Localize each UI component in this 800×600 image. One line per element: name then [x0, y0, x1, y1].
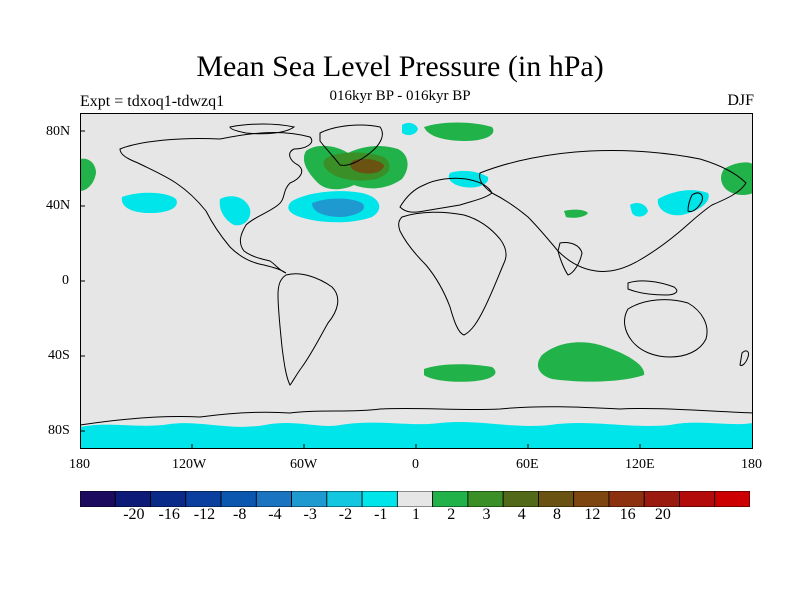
anomaly-west-na-negative	[219, 196, 251, 226]
coast-north-america	[119, 132, 313, 274]
colorbar-label: -16	[158, 506, 180, 523]
colorbar-label: -12	[193, 506, 216, 523]
x-tick-120e: 120E	[625, 457, 655, 472]
map-ticks	[80, 130, 641, 449]
colorbar-swatch	[255, 491, 292, 507]
y-tick-40s: 40S	[48, 348, 70, 363]
colorbar-swatch	[573, 491, 610, 507]
colorbar-label: -3	[303, 506, 317, 523]
world-map	[79, 113, 754, 449]
coast-south-america	[277, 273, 339, 386]
anomaly-arctic-negative	[402, 122, 418, 136]
y-tick-80n: 80N	[46, 124, 71, 139]
colorbar-swatch	[643, 491, 680, 507]
x-tick-180e: 180	[741, 457, 762, 472]
colorbar-swatch	[220, 491, 257, 507]
x-tick-0: 0	[412, 457, 419, 472]
colorbar-label: 8	[553, 506, 562, 523]
colorbar-label: 20	[654, 506, 671, 523]
colorbar-label: -20	[123, 506, 145, 523]
colorbar-swatch	[80, 491, 116, 507]
colorbar-swatch	[432, 491, 469, 507]
colorbar-swatch	[396, 491, 434, 507]
coast-antarctica	[79, 406, 754, 426]
y-tick-80s: 80S	[48, 423, 70, 438]
map-background	[80, 113, 753, 449]
coast-australia	[624, 299, 708, 358]
colorbar-swatch	[714, 491, 750, 507]
colorbar-swatch	[114, 491, 151, 507]
coast-japan	[687, 192, 703, 212]
coast-india	[557, 242, 583, 276]
chart-subtitle: 016kyr BP - 016kyr BP	[329, 88, 471, 104]
colorbar-swatch	[679, 491, 716, 507]
coast-africa	[398, 211, 507, 336]
colorbar-label: 16	[619, 506, 636, 523]
colorbar-label: 2	[447, 506, 456, 523]
colorbar-label: 3	[482, 506, 491, 523]
colorbar-label: 4	[517, 506, 526, 523]
map-panel	[79, 113, 754, 449]
colorbar-label: 1	[412, 506, 420, 523]
anomaly-north-pacific-negative	[121, 192, 177, 213]
anomaly-north-atlantic-positive-core	[350, 158, 384, 174]
chart-title: Mean Sea Level Pressure (in hPa)	[196, 50, 604, 83]
colorbar-swatch	[326, 491, 363, 507]
colorbar-swatch	[150, 491, 187, 507]
colorbar-swatch	[361, 491, 398, 507]
anomaly-fields	[80, 122, 753, 449]
colorbar-swatch	[467, 491, 504, 507]
x-tick-120w: 120W	[172, 457, 207, 472]
coast-asia	[479, 149, 747, 272]
colorbar-swatch	[185, 491, 222, 507]
coast-arctic-islands	[229, 123, 296, 135]
colorbar-label: 12	[584, 506, 601, 523]
anomaly-south-atlantic-positive	[424, 364, 496, 382]
anomaly-north-atlantic-negative-core	[312, 198, 364, 217]
colorbar-swatch	[502, 491, 539, 507]
x-tick-180w: 180	[69, 457, 90, 472]
colorbar-label: -4	[268, 506, 282, 523]
coast-indonesia	[627, 280, 678, 296]
colorbar	[80, 491, 750, 507]
colorbar-label: -1	[374, 506, 388, 523]
coastlines	[79, 123, 754, 426]
anomaly-south-indian-positive	[537, 342, 645, 382]
season-label: DJF	[727, 92, 754, 109]
colorbar-swatch	[538, 491, 575, 507]
colorbar-label: -2	[338, 506, 353, 523]
anomaly-china-negative	[630, 203, 648, 217]
anomaly-antarctic-negative	[80, 422, 753, 449]
colorbar-swatch	[291, 491, 328, 507]
anomaly-pacific-positive-west	[80, 158, 96, 191]
coast-greenland	[319, 124, 383, 166]
colorbar-labels: -20 -16 -12 -8 -4 -3 -2 -1 1 2 3 4 8 12 16 20	[80, 506, 750, 526]
y-tick-0: 0	[62, 273, 69, 288]
coast-new-zealand	[739, 350, 749, 366]
colorbar-label: -8	[233, 506, 247, 523]
y-tick-40n: 40N	[46, 198, 71, 213]
colorbar-swatch	[608, 491, 645, 507]
anomaly-central-asia-positive	[564, 209, 588, 218]
x-tick-60w: 60W	[290, 457, 318, 472]
anomaly-arctic-positive	[424, 122, 494, 141]
experiment-label: Expt = tdxoq1-tdwzq1	[80, 93, 225, 110]
x-tick-60e: 60E	[516, 457, 539, 472]
